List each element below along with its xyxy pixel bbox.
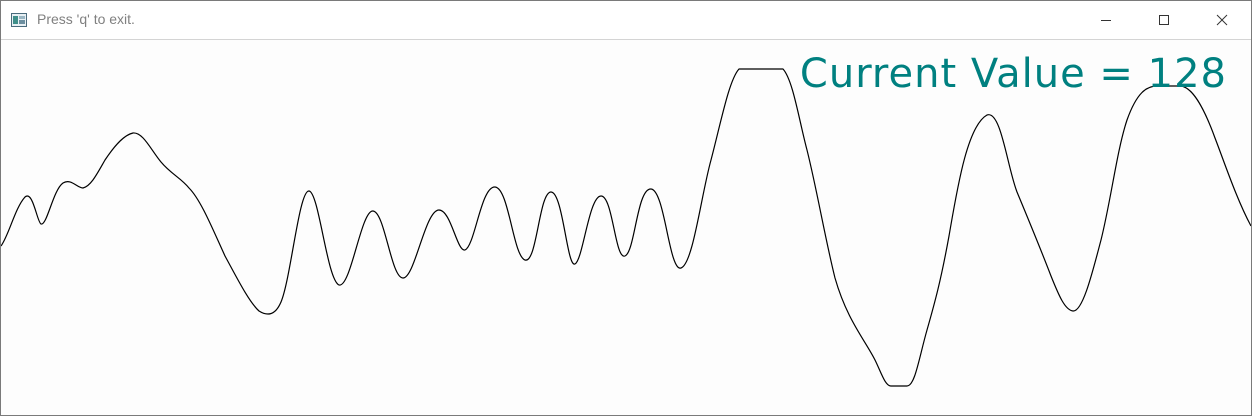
close-button[interactable] [1193,1,1251,39]
maximize-icon [1159,15,1169,25]
plot-canvas: Current Value = 128 [1,40,1251,415]
minimize-icon [1101,20,1111,21]
minimize-button[interactable] [1077,1,1135,39]
waveform-line [1,68,1251,387]
maximize-button[interactable] [1135,1,1193,39]
close-icon [1216,14,1228,26]
title-bar[interactable]: Press 'q' to exit. [1,1,1251,40]
current-value-readout: Current Value = 128 [799,51,1227,97]
app-window-icon [11,13,27,27]
window-title: Press 'q' to exit. [37,11,135,27]
waveform-plot [1,68,1251,387]
